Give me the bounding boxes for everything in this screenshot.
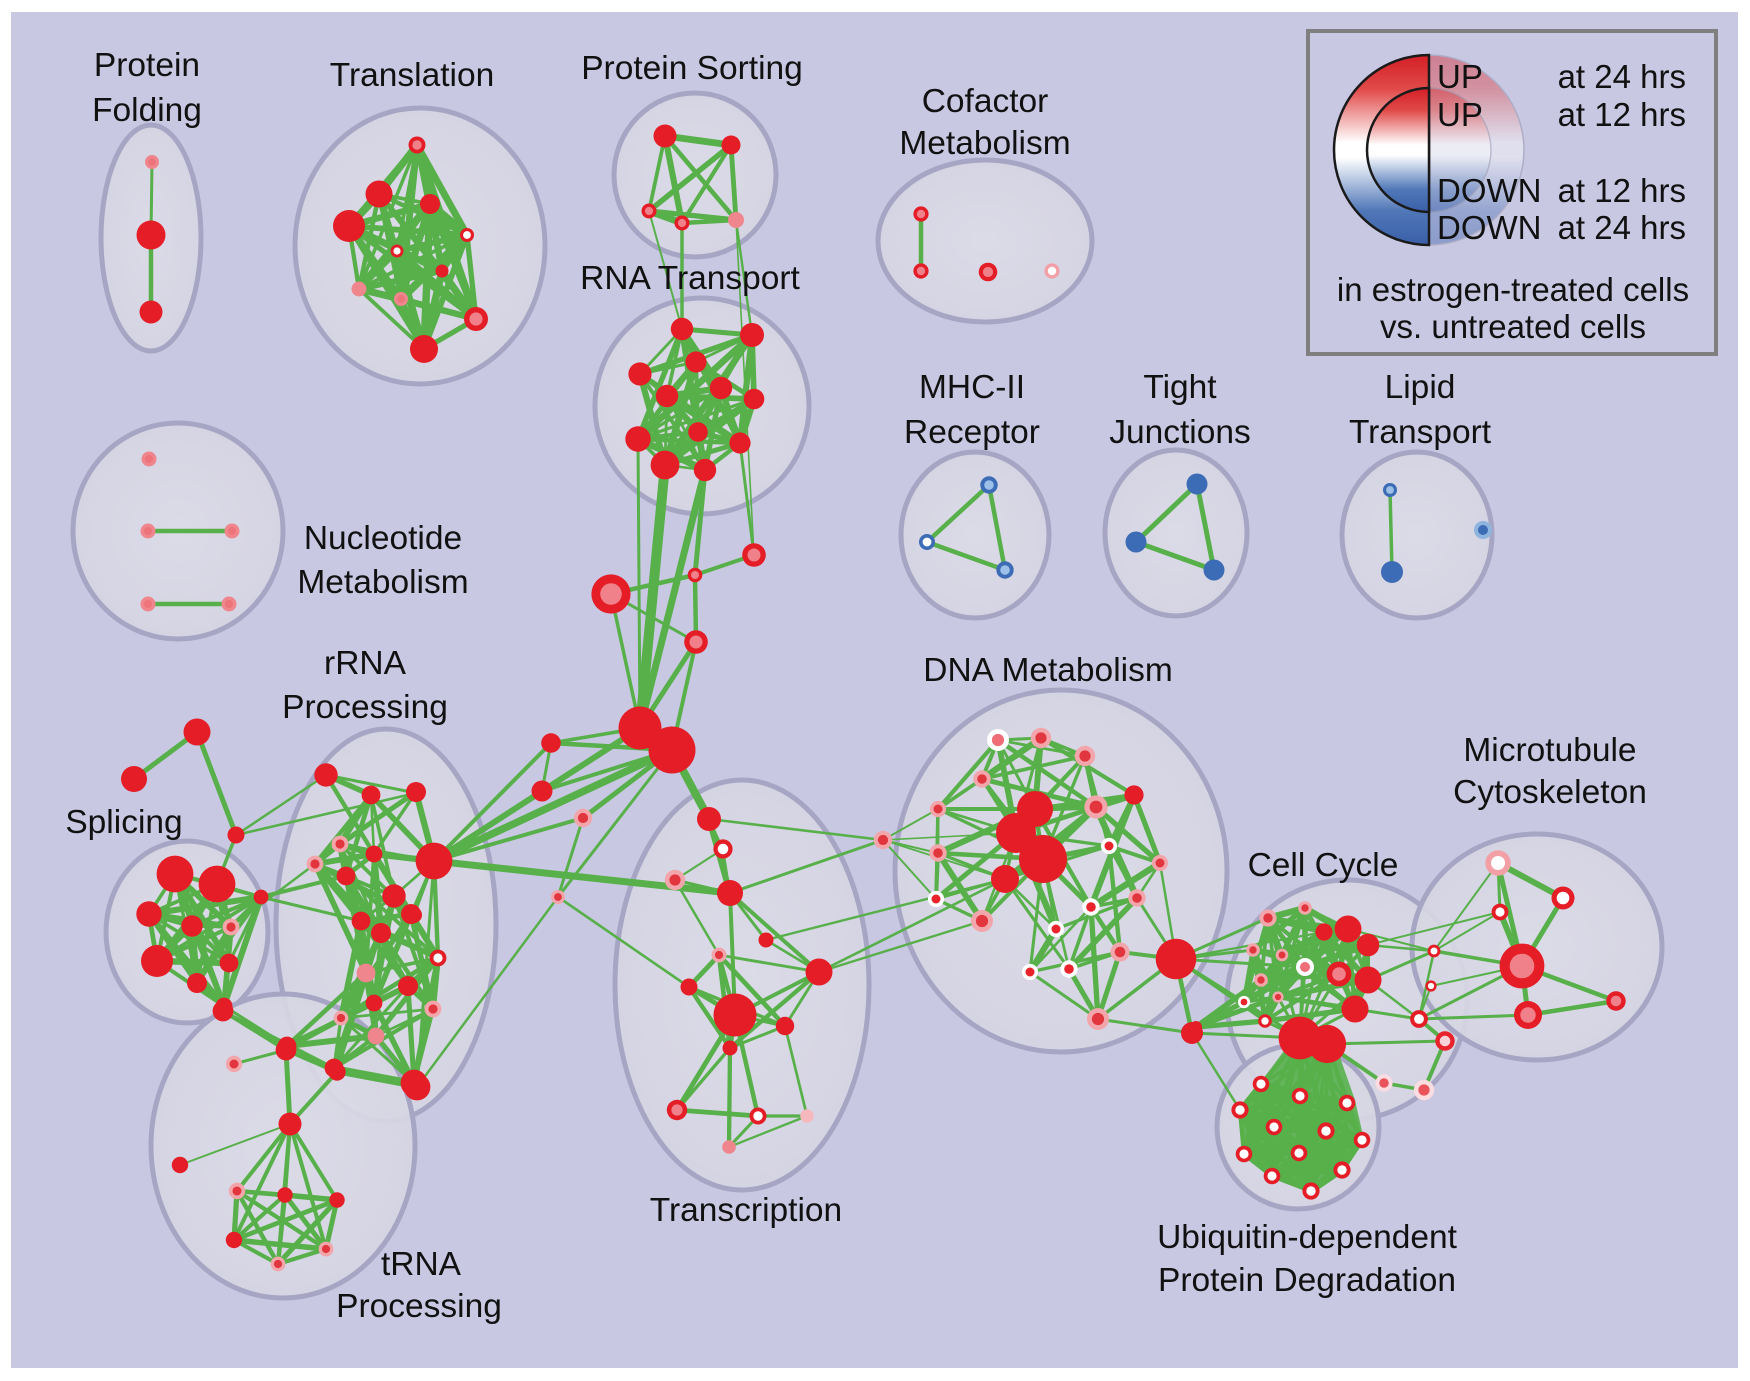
- svg-text:MHC-II: MHC-II: [919, 369, 1025, 406]
- svg-text:at 24 hrs: at 24 hrs: [1558, 209, 1686, 246]
- svg-text:Ubiquitin-dependent: Ubiquitin-dependent: [1157, 1219, 1458, 1256]
- svg-text:at 12 hrs: at 12 hrs: [1558, 96, 1686, 133]
- svg-text:Metabolism: Metabolism: [297, 564, 468, 601]
- svg-text:DOWN: DOWN: [1437, 209, 1541, 246]
- svg-text:Tight: Tight: [1143, 369, 1217, 406]
- svg-text:Protein Sorting: Protein Sorting: [581, 50, 803, 87]
- svg-text:at 12 hrs: at 12 hrs: [1558, 172, 1686, 209]
- svg-text:Lipid: Lipid: [1385, 369, 1456, 406]
- svg-text:Processing: Processing: [282, 689, 448, 726]
- svg-text:at 24 hrs: at 24 hrs: [1558, 58, 1686, 95]
- svg-text:Transcription: Transcription: [650, 1192, 842, 1229]
- svg-text:DOWN: DOWN: [1437, 172, 1541, 209]
- svg-text:rRNA: rRNA: [324, 645, 407, 682]
- svg-text:Receptor: Receptor: [904, 414, 1040, 451]
- svg-text:vs. untreated cells: vs. untreated cells: [1380, 308, 1646, 345]
- svg-text:DNA Metabolism: DNA Metabolism: [923, 652, 1172, 689]
- svg-text:Metabolism: Metabolism: [899, 125, 1070, 162]
- svg-text:in estrogen-treated cells: in estrogen-treated cells: [1337, 271, 1689, 308]
- svg-text:UP: UP: [1437, 96, 1483, 133]
- svg-text:Folding: Folding: [92, 92, 202, 129]
- svg-text:Processing: Processing: [336, 1288, 502, 1325]
- svg-text:Cytoskeleton: Cytoskeleton: [1453, 774, 1647, 811]
- svg-text:Translation: Translation: [330, 57, 494, 94]
- svg-text:Junctions: Junctions: [1109, 414, 1251, 451]
- svg-text:Splicing: Splicing: [65, 804, 182, 841]
- svg-text:Transport: Transport: [1349, 414, 1492, 451]
- svg-text:Protein: Protein: [94, 47, 200, 84]
- svg-text:Microtubule: Microtubule: [1463, 732, 1636, 769]
- svg-text:Cofactor: Cofactor: [922, 83, 1049, 120]
- svg-text:Protein Degradation: Protein Degradation: [1158, 1262, 1456, 1299]
- svg-text:Nucleotide: Nucleotide: [304, 520, 462, 557]
- svg-text:Cell Cycle: Cell Cycle: [1248, 847, 1399, 884]
- svg-text:tRNA: tRNA: [381, 1246, 462, 1283]
- svg-text:RNA Transport: RNA Transport: [580, 260, 800, 297]
- svg-text:UP: UP: [1437, 58, 1483, 95]
